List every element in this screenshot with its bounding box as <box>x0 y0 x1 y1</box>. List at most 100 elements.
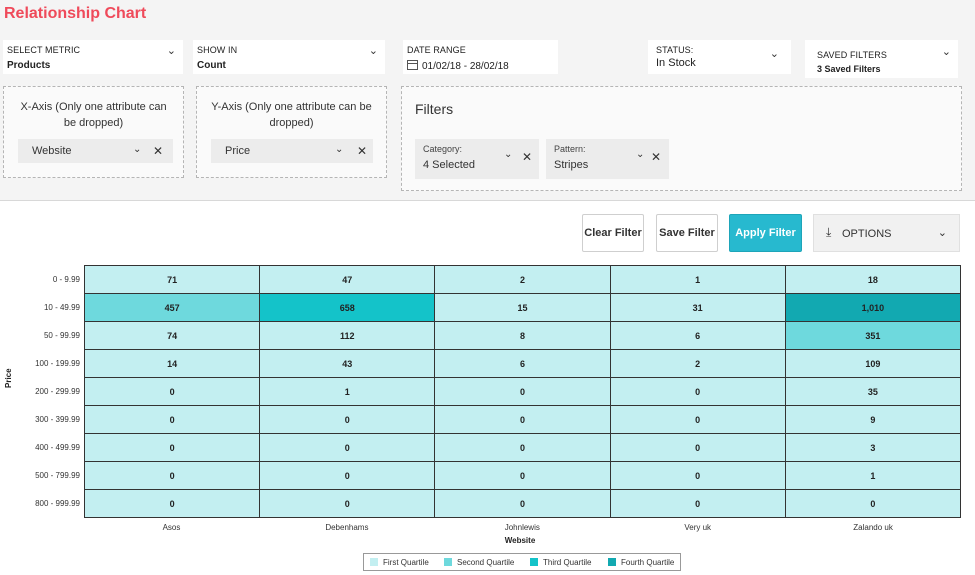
x-tick-label: Asos <box>162 523 181 532</box>
heatmap-cell[interactable]: 0 <box>434 433 611 462</box>
calendar-icon <box>407 60 418 70</box>
heatmap-cell[interactable]: 47 <box>259 265 436 294</box>
filters-title: Filters <box>415 101 454 117</box>
status-select-value: In Stock <box>656 57 696 69</box>
heatmap-cell[interactable]: 112 <box>259 321 436 350</box>
heatmap-cell[interactable]: 457 <box>83 293 261 322</box>
heatmap-cell[interactable]: 0 <box>434 405 611 434</box>
metric-select-label: SELECT METRIC <box>7 45 81 55</box>
heatmap-cell[interactable]: 351 <box>784 321 962 350</box>
heatmap-cell[interactable]: 74 <box>83 321 261 350</box>
close-icon[interactable]: ✕ <box>651 150 662 164</box>
heatmap-cell[interactable]: 6 <box>609 321 786 350</box>
chevron-down-icon[interactable]: ⌄ <box>636 149 645 160</box>
pattern-filter-label: Pattern: <box>554 144 586 154</box>
heatmap-cell[interactable]: 0 <box>259 405 436 434</box>
heatmap-cell[interactable]: 2 <box>609 349 786 378</box>
heatmap-cell[interactable]: 0 <box>609 405 786 434</box>
show-in-select-label: SHOW IN <box>197 45 238 55</box>
options-dropdown[interactable]: ⤓ OPTIONS ⌄ <box>813 214 960 252</box>
heatmap-cell[interactable]: 1 <box>259 377 436 406</box>
heatmap-cell[interactable]: 0 <box>609 489 786 518</box>
x-tick-label: Very uk <box>684 523 712 532</box>
status-select-label: STATUS: <box>656 45 694 55</box>
filters-panel: Filters Category: 4 Selected ⌄ ✕ Pattern… <box>401 86 962 191</box>
close-icon[interactable]: ✕ <box>153 144 164 158</box>
heatmap-cell[interactable]: 2 <box>434 265 611 294</box>
y-axis-attribute-pill[interactable]: Price ⌄ ✕ <box>211 139 373 163</box>
chevron-down-icon[interactable]: ⌄ <box>335 144 344 155</box>
show-in-select[interactable]: SHOW IN Count ⌄ <box>193 40 385 74</box>
heatmap-cell[interactable]: 0 <box>259 461 436 490</box>
heatmap-cell[interactable]: 31 <box>609 293 786 322</box>
chevron-down-icon[interactable]: ⌄ <box>504 149 513 160</box>
heatmap-cell[interactable]: 1 <box>609 265 786 294</box>
heatmap-cell[interactable]: 43 <box>259 349 436 378</box>
heatmap-cell[interactable]: 0 <box>83 461 261 490</box>
legend-label: Second Quartile <box>457 558 515 567</box>
options-label: OPTIONS <box>842 228 892 240</box>
metric-select[interactable]: SELECT METRIC Products ⌄ <box>3 40 183 74</box>
download-icon: ⤓ <box>826 225 832 239</box>
y-tick-label: 400 - 499.99 <box>35 443 80 452</box>
close-icon[interactable]: ✕ <box>357 144 368 158</box>
heatmap-cell[interactable]: 109 <box>784 349 962 378</box>
date-range-picker[interactable]: DATE RANGE 01/02/18 - 28/02/18 <box>403 40 558 74</box>
heatmap-cell[interactable]: 0 <box>609 377 786 406</box>
legend-item-fourth-quartile: Fourth Quartile <box>608 558 674 567</box>
y-tick-label: 800 - 999.99 <box>35 499 80 508</box>
category-filter-value: 4 Selected <box>423 159 475 171</box>
heatmap-cell[interactable]: 6 <box>434 349 611 378</box>
legend-item-second-quartile: Second Quartile <box>444 558 514 567</box>
y-axis-dropzone[interactable]: Y-Axis (Only one attribute can be droppe… <box>196 86 387 178</box>
x-axis-dropzone-title: X-Axis (Only one attribute can be droppe… <box>20 101 167 129</box>
clear-filter-button[interactable]: Clear Filter <box>582 214 644 252</box>
close-icon[interactable]: ✕ <box>522 150 533 164</box>
heatmap-cell[interactable]: 0 <box>83 433 261 462</box>
heatmap-cell[interactable]: 8 <box>434 321 611 350</box>
control-panel: Relationship Chart SELECT METRIC Product… <box>0 0 975 201</box>
heatmap-cell[interactable]: 0 <box>434 489 611 518</box>
heatmap-cell[interactable]: 0 <box>83 489 261 518</box>
heatmap-cell[interactable]: 0 <box>609 461 786 490</box>
heatmap-cell[interactable]: 0 <box>83 405 261 434</box>
heatmap-row: 71 47 2 1 18 <box>83 265 962 294</box>
heatmap-cell[interactable]: 0 <box>784 489 962 518</box>
heatmap-cell[interactable]: 0 <box>434 377 611 406</box>
legend-item-first-quartile: First Quartile <box>370 558 429 567</box>
heatmap-cell[interactable]: 3 <box>784 433 962 462</box>
heatmap-cell[interactable]: 0 <box>259 433 436 462</box>
heatmap-cell[interactable]: 0 <box>259 489 436 518</box>
heatmap-cell[interactable]: 658 <box>259 293 436 322</box>
date-range-value: 01/02/18 - 28/02/18 <box>422 61 509 72</box>
heatmap-cell[interactable]: 15 <box>434 293 611 322</box>
heatmap-cell[interactable]: 0 <box>609 433 786 462</box>
chevron-down-icon[interactable]: ⌄ <box>133 144 142 155</box>
heatmap-cell[interactable]: 18 <box>784 265 962 294</box>
save-filter-button[interactable]: Save Filter <box>656 214 718 252</box>
heatmap-cell[interactable]: 0 <box>83 377 261 406</box>
pattern-filter[interactable]: Pattern: Stripes ⌄ ✕ <box>546 139 669 179</box>
page-title: Relationship Chart <box>4 5 147 22</box>
category-filter[interactable]: Category: 4 Selected ⌄ ✕ <box>415 139 539 179</box>
saved-filters-select[interactable]: SAVED FILTERS 3 Saved Filters ⌄ <box>805 40 958 78</box>
status-select[interactable]: STATUS: In Stock ⌄ <box>648 40 791 74</box>
chevron-down-icon: ⌄ <box>166 45 176 57</box>
y-tick-label: 50 - 99.99 <box>43 331 80 340</box>
x-axis-dropzone[interactable]: X-Axis (Only one attribute can be droppe… <box>3 86 184 178</box>
x-axis-attribute-pill[interactable]: Website ⌄ ✕ <box>18 139 173 163</box>
y-tick-label: 500 - 799.99 <box>35 471 80 480</box>
apply-filter-button[interactable]: Apply Filter <box>729 214 802 252</box>
legend-item-third-quartile: Third Quartile <box>530 558 591 567</box>
heatmap-cell[interactable]: 0 <box>434 461 611 490</box>
heatmap-cell[interactable]: 1,010 <box>784 293 962 322</box>
heatmap-cell[interactable]: 14 <box>83 349 261 378</box>
x-tick-label: Zalando uk <box>853 523 893 532</box>
saved-filters-value: 3 Saved Filters <box>817 64 881 74</box>
heatmap-cell[interactable]: 9 <box>784 405 962 434</box>
heatmap-row: 0 1 0 0 35 <box>83 377 962 406</box>
heatmap-cell[interactable]: 1 <box>784 461 962 490</box>
heatmap-cell[interactable]: 35 <box>784 377 962 406</box>
heatmap-cell[interactable]: 71 <box>83 265 261 294</box>
date-range-value-wrap: 01/02/18 - 28/02/18 <box>407 60 509 72</box>
